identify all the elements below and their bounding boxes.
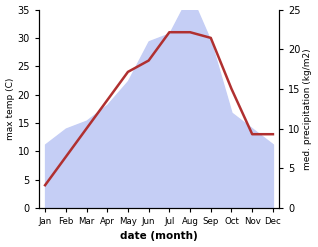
Y-axis label: max temp (C): max temp (C) <box>5 78 15 140</box>
X-axis label: date (month): date (month) <box>120 231 198 242</box>
Y-axis label: med. precipitation (kg/m2): med. precipitation (kg/m2) <box>303 48 313 169</box>
